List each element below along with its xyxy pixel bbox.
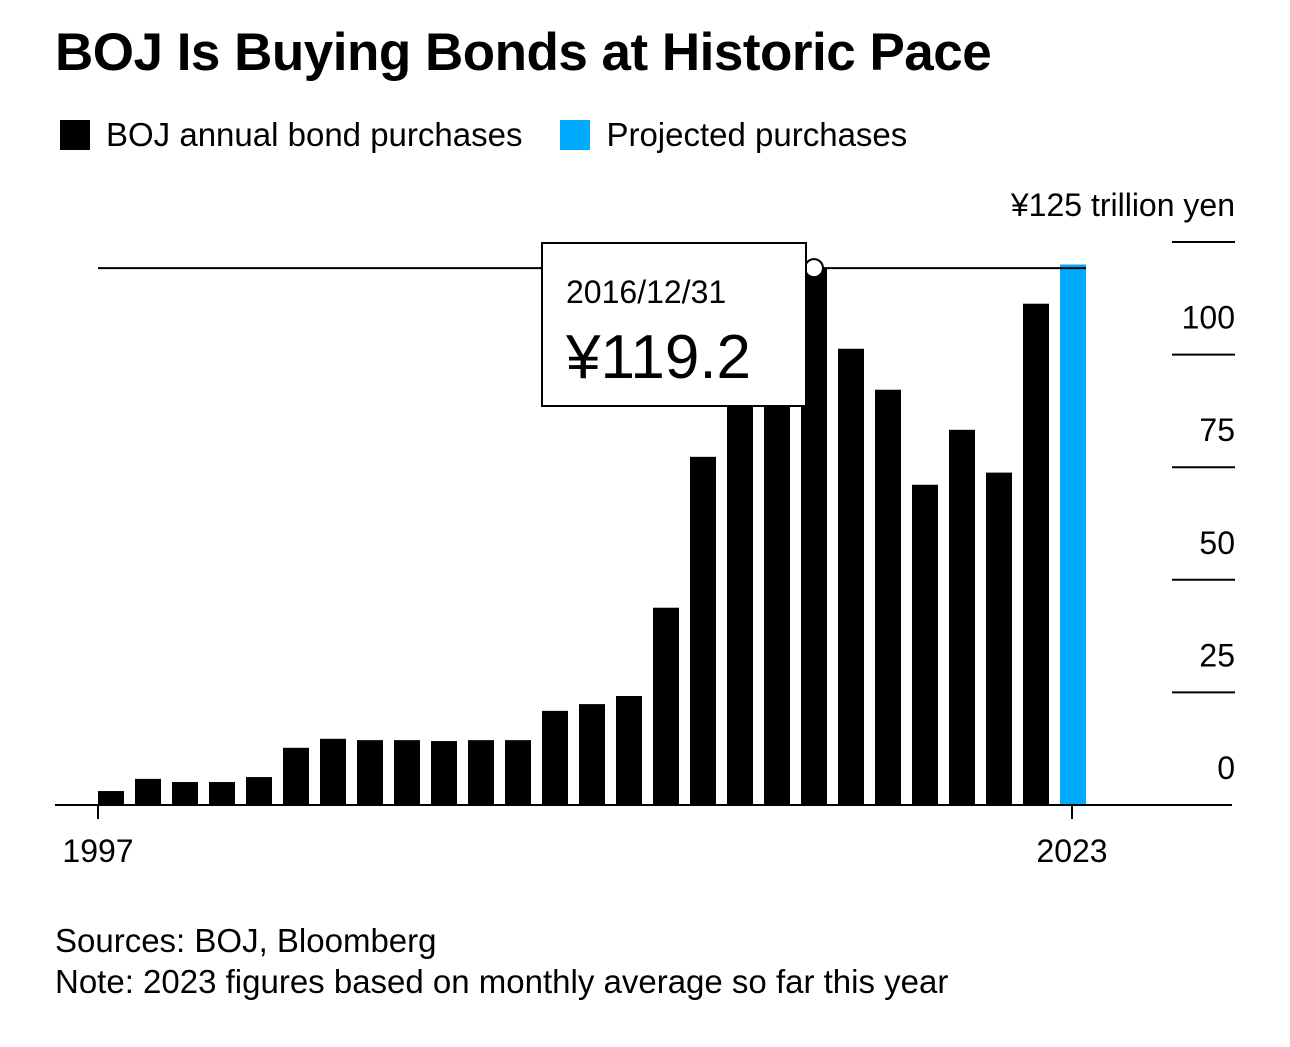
y-tick-label: ¥125 trillion yen xyxy=(1010,187,1235,223)
bar xyxy=(875,389,901,805)
bar xyxy=(505,740,531,805)
y-tick-label: 25 xyxy=(1199,637,1235,673)
x-tick-label: 2023 xyxy=(1036,833,1107,869)
tooltip: 2016/12/31 ¥119.2 xyxy=(541,242,807,407)
x-tick-label: 1997 xyxy=(62,833,133,869)
bar xyxy=(394,740,420,805)
bar xyxy=(727,372,753,805)
note: Note: 2023 figures based on monthly aver… xyxy=(55,963,949,1000)
bar xyxy=(209,782,235,805)
bar xyxy=(320,738,346,805)
bar xyxy=(468,740,494,805)
sources: Sources: BOJ, Bloomberg xyxy=(55,922,437,959)
legend-item-actual: BOJ annual bond purchases xyxy=(60,116,522,154)
bar xyxy=(653,607,679,805)
hover-marker xyxy=(804,258,824,279)
bar xyxy=(431,741,457,805)
legend: BOJ annual bond purchases Projected purc… xyxy=(60,116,945,154)
y-tick-label: 75 xyxy=(1199,412,1235,448)
bar xyxy=(616,696,642,805)
bar xyxy=(579,704,605,805)
legend-label-actual: BOJ annual bond purchases xyxy=(106,116,523,153)
chart-title: BOJ Is Buying Bonds at Historic Pace xyxy=(55,23,992,82)
y-tick-label: 100 xyxy=(1182,300,1235,336)
bar xyxy=(135,778,161,805)
bar xyxy=(98,791,124,805)
bar xyxy=(246,777,272,805)
y-tick-label: 50 xyxy=(1199,525,1235,561)
legend-swatch-actual xyxy=(60,120,90,150)
bar xyxy=(949,429,975,805)
bar xyxy=(357,740,383,805)
bar xyxy=(838,348,864,805)
bar xyxy=(283,747,309,805)
bar-projected xyxy=(1060,264,1086,805)
bar xyxy=(986,472,1012,805)
legend-label-projected: Projected purchases xyxy=(606,116,908,153)
y-tick-label: 0 xyxy=(1217,750,1235,786)
bar xyxy=(690,456,716,805)
legend-swatch-projected xyxy=(560,120,591,150)
bar xyxy=(1023,303,1049,805)
bar xyxy=(172,782,198,805)
bar xyxy=(912,484,938,805)
tooltip-value: ¥119.2 xyxy=(566,323,752,392)
legend-item-projected: Projected purchases xyxy=(560,116,907,154)
bar xyxy=(542,710,568,805)
tooltip-date: 2016/12/31 xyxy=(566,274,727,310)
